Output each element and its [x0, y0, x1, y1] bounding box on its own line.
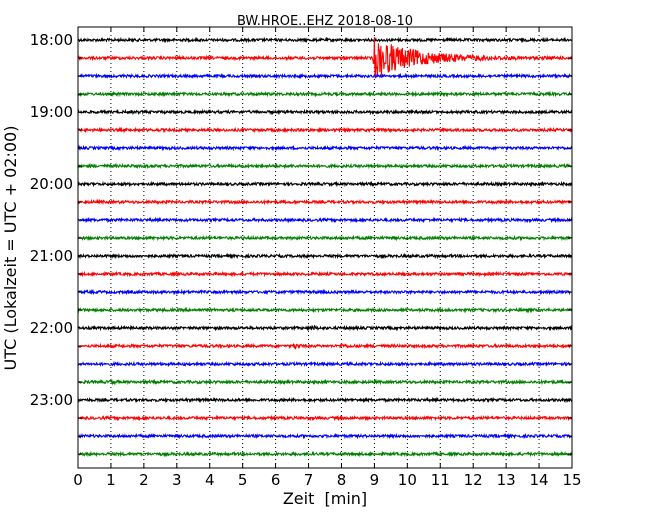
y-axis: 18:00 19:00 20:00 21:00 22:00 23:00: [30, 31, 572, 455]
x-tick-label: 12: [464, 471, 483, 489]
y-tick-label: 23:00: [30, 391, 73, 409]
x-tick-label: 8: [337, 471, 347, 489]
x-tick-label: 0: [73, 471, 83, 489]
trace-1930: [77, 144, 573, 152]
x-axis-label: Zeit [min]: [283, 489, 367, 508]
x-axis: 0 1 2 3 4 5 6 7 8 9 10 11 12 13 14 15: [73, 27, 582, 489]
x-tick-label: 13: [497, 471, 516, 489]
x-tick-label: 5: [238, 471, 248, 489]
x-tick-label: 3: [172, 471, 182, 489]
trace-2115: [77, 270, 573, 278]
trace-2015: [77, 198, 573, 206]
trace-2030: [77, 216, 573, 224]
trace-2315: [77, 414, 573, 422]
y-tick-label: 22:00: [30, 319, 73, 337]
trace-2230: [77, 360, 573, 368]
trace-1830: [77, 72, 573, 80]
plot-frame: [77, 26, 573, 469]
trace-1900: [77, 108, 573, 116]
y-tick-label: 19:00: [30, 103, 73, 121]
x-tick-label: 14: [530, 471, 549, 489]
trace-group: [77, 36, 573, 458]
trace-2345: [77, 450, 573, 458]
trace-2245: [77, 378, 573, 386]
x-tick-label: 4: [205, 471, 215, 489]
chart-title: BW.HROE..EHZ 2018-08-10: [237, 14, 413, 29]
trace-2100: [77, 252, 573, 260]
x-tick-label: 7: [304, 471, 314, 489]
x-tick-label: 9: [370, 471, 380, 489]
trace-1915: [77, 126, 573, 134]
y-axis-label: UTC (Lokalzeit = UTC + 02:00): [1, 126, 20, 371]
trace-2215: [77, 342, 573, 351]
trace-2000: [77, 180, 573, 188]
x-tick-label: 6: [271, 471, 281, 489]
trace-2330: [77, 432, 573, 440]
y-tick-label: 20:00: [30, 175, 73, 193]
trace-1800: [77, 36, 573, 44]
grid-lines: [110, 27, 540, 468]
y-tick-label: 18:00: [30, 31, 73, 49]
trace-2200: [77, 324, 573, 332]
trace-2145: [77, 306, 573, 314]
trace-1815: [77, 37, 573, 79]
trace-1945: [77, 162, 573, 170]
x-tick-label: 11: [431, 471, 450, 489]
x-tick-label: 10: [398, 471, 417, 489]
trace-2130: [77, 288, 573, 296]
x-tick-label: 1: [106, 471, 116, 489]
x-tick-label: 2: [139, 471, 149, 489]
x-tick-label: 15: [562, 471, 581, 489]
y-tick-label: 21:00: [30, 247, 73, 265]
trace-2300: [77, 396, 573, 404]
trace-2045: [77, 234, 573, 242]
trace-1845: [77, 90, 573, 98]
